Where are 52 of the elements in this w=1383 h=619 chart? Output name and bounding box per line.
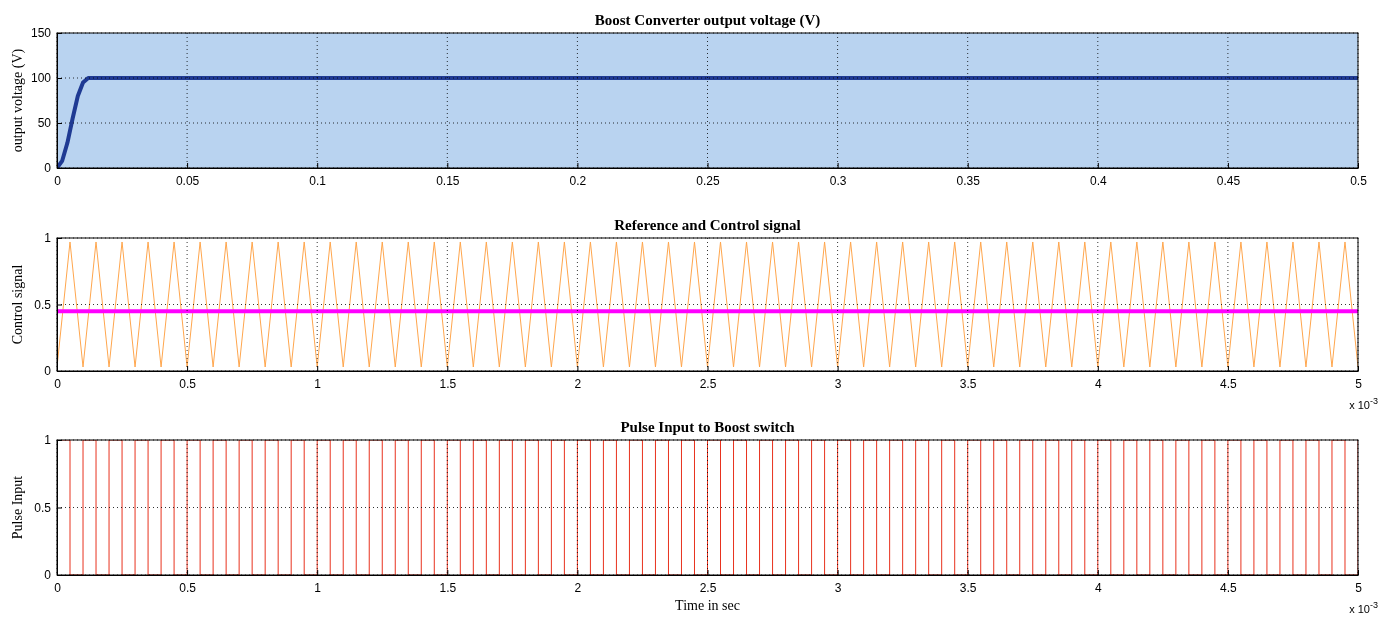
y-axis-title: output voltage (V) (10, 48, 26, 153)
x-tick-label: 0.5 (179, 580, 197, 595)
y-tick-label: 0 (44, 161, 52, 176)
x-tick-label: 5 (1355, 580, 1363, 595)
y-axis-title: Pulse Input (10, 475, 25, 540)
x-tick-label: 0 (54, 173, 62, 188)
y-tick-label: 0.5 (34, 500, 52, 515)
y-tick-label: 0 (44, 568, 52, 583)
chart-title: Boost Converter output voltage (V) (594, 12, 821, 29)
x-tick-label: 0.05 (175, 173, 200, 188)
x-tick-label: 2 (574, 376, 582, 391)
x-tick-label: 2 (574, 580, 582, 595)
x-tick-label: 1.5 (439, 376, 457, 391)
x-tick-label: 2.5 (699, 376, 717, 391)
y-tick-label: 1 (44, 231, 52, 246)
y-tick-label: 1 (44, 433, 52, 448)
x-tick-label: 0.45 (1216, 173, 1241, 188)
y-axis-title: Control signal (10, 264, 25, 345)
x-tick-label: 2.5 (699, 580, 717, 595)
x-tick-label: 4 (1094, 580, 1102, 595)
x-tick-label: 3 (834, 580, 842, 595)
x-tick-label: 3.5 (959, 580, 977, 595)
x-tick-label: 0.5 (1350, 173, 1368, 188)
x-tick-label: 1 (314, 580, 322, 595)
x-tick-label: 0.4 (1089, 173, 1107, 188)
text: x 10$^{-3}$ (1349, 396, 1378, 411)
chart-title: Reference and Control signal (614, 217, 801, 233)
x-tick-label: 0.1 (309, 173, 327, 188)
x-tick-label: 0.5 (179, 376, 197, 391)
x-tick-label: 0 (54, 376, 62, 391)
y-tick-label: 150 (30, 26, 52, 41)
chart-title: Pulse Input to Boost switch (620, 419, 796, 435)
x-tick-label: 0.3 (829, 173, 847, 188)
x-tick-label: 4 (1094, 376, 1102, 391)
y-tick-label: 100 (30, 71, 52, 86)
x-tick-label: 0.15 (436, 173, 460, 188)
x-tick-label: 0.35 (956, 173, 981, 188)
x-tick-label: 3.5 (959, 376, 977, 391)
x-tick-label: 0 (54, 580, 62, 595)
x-tick-label: 3 (834, 376, 842, 391)
x-tick-label: 4.5 (1220, 580, 1238, 595)
x-axis-title: Time in sec (675, 598, 740, 613)
y-tick-label: 0.5 (34, 297, 52, 312)
x-tick-label: 1.5 (439, 580, 457, 595)
x-tick-label: 0.2 (569, 173, 587, 188)
y-tick-label: 50 (37, 116, 52, 131)
x-tick-label: 1 (314, 376, 322, 391)
x-tick-label: 0.25 (696, 173, 720, 188)
x-tick-label: 5 (1355, 376, 1363, 391)
y-tick-label: 0 (44, 364, 52, 379)
text: x 10$^{-3}$ (1349, 600, 1378, 615)
x-tick-label: 4.5 (1220, 376, 1238, 391)
